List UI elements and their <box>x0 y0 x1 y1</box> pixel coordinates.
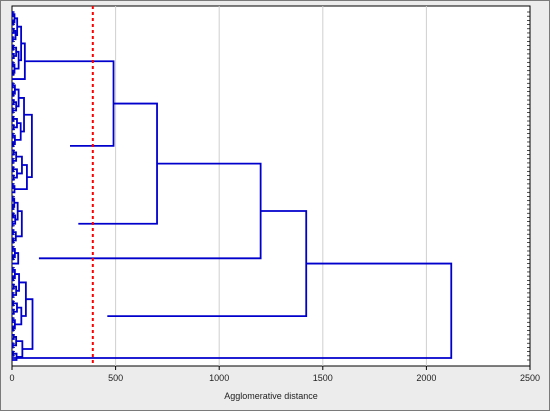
dendrogram-link <box>11 11 14 18</box>
x-tick-label: 2000 <box>416 373 436 383</box>
dendrogram-link <box>11 317 14 324</box>
dendrogram-link <box>11 292 14 299</box>
dendrogram-link <box>11 195 14 202</box>
dendrogram-links <box>11 11 453 361</box>
dendrogram-link <box>11 132 14 139</box>
x-tick-label: 1500 <box>313 373 333 383</box>
dendrogram-link <box>24 113 33 178</box>
dendrogram-link <box>11 342 14 349</box>
dendrogram-link <box>11 266 14 273</box>
gridlines <box>115 6 427 366</box>
x-tick-label: 500 <box>108 373 123 383</box>
x-tick-label: 2500 <box>520 373 540 383</box>
plot-area <box>11 5 531 367</box>
dendrogram-link <box>11 245 14 252</box>
dendrogram-link <box>15 210 23 238</box>
dendrogram-link <box>11 82 14 89</box>
dendrogram-link <box>12 229 14 236</box>
x-axis-label: Agglomerative distance <box>224 391 318 401</box>
dendrogram-link <box>12 262 453 359</box>
dendrogram-link <box>11 183 14 189</box>
dendrogram-link <box>11 157 14 164</box>
x-tick-marks <box>11 366 531 370</box>
x-tick-label: 1000 <box>209 373 229 383</box>
dendrogram-link <box>11 107 14 114</box>
right-tick-marks <box>527 11 530 361</box>
dendrogram-link <box>12 203 14 210</box>
dendrogram-link <box>11 220 14 227</box>
dendrogram-link <box>11 61 14 68</box>
dendrogram-link <box>12 252 20 265</box>
dendrogram-link <box>11 36 14 43</box>
x-tick-label: 0 <box>9 373 14 383</box>
dendrogram-link <box>22 298 34 350</box>
x-tick-labels: 0 500 1000 1500 2000 2500 <box>9 373 540 383</box>
